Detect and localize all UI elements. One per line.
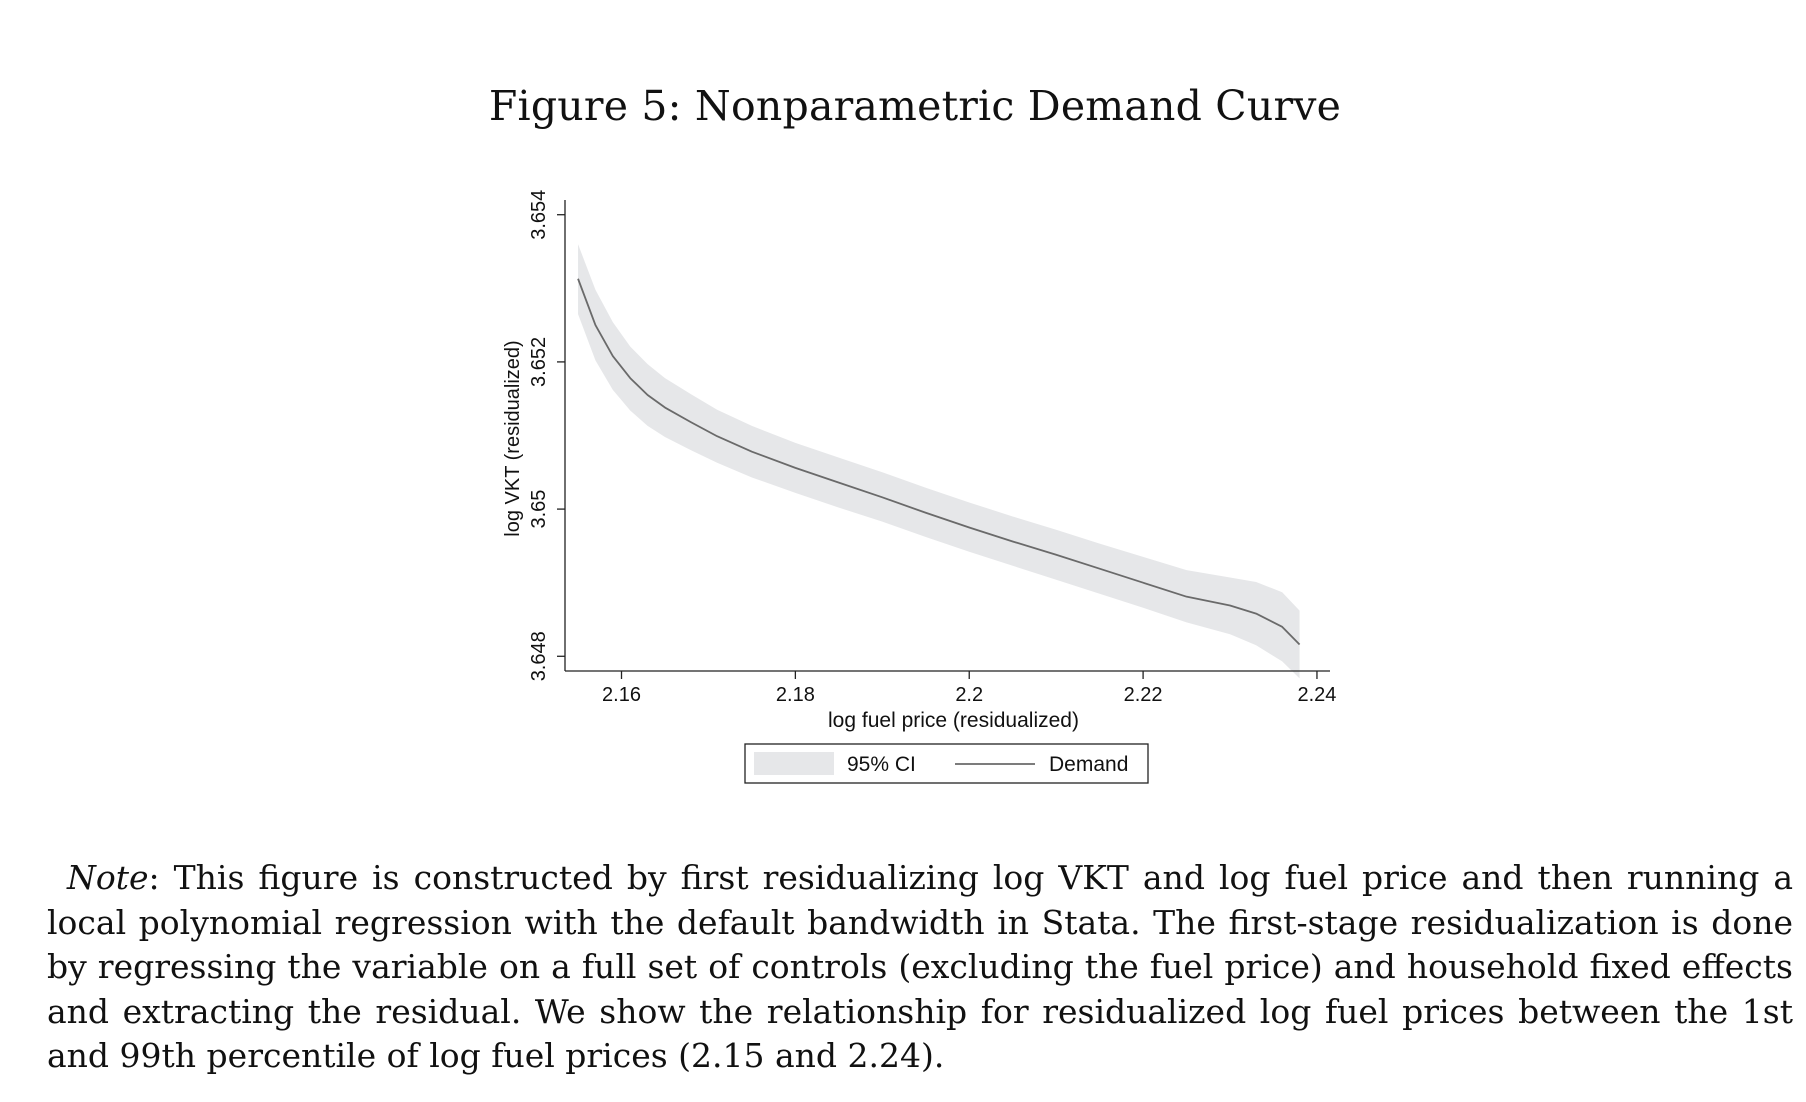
note-text: : This figure is constructed by first re… <box>47 858 1793 1075</box>
figure-note: Note: This figure is constructed by firs… <box>47 856 1793 1079</box>
x-tick-label: 2.2 <box>955 684 983 706</box>
x-tick-label: 2.24 <box>1297 684 1336 706</box>
legend-demand-label: Demand <box>1049 753 1128 776</box>
plot-area <box>577 244 1301 679</box>
x-axis-title: log fuel price (residualized) <box>828 709 1079 732</box>
x-tick-label: 2.16 <box>602 684 641 706</box>
axes: 2.16 2.18 2.2 2.22 2.24 3.648 3.65 3.652 3.654 lo… <box>502 190 1336 732</box>
legend: 95% CI Demand <box>744 743 1149 784</box>
y-tick-label: 3.65 <box>528 490 550 529</box>
x-tick-label: 2.18 <box>776 684 815 706</box>
y-tick-label: 3.648 <box>528 631 550 681</box>
y-tick-label: 3.652 <box>528 337 550 387</box>
y-tick-label: 3.654 <box>528 190 550 240</box>
demand-chart: 2.16 2.18 2.2 2.22 2.24 3.648 3.65 3.652 3.654 lo… <box>502 190 1336 784</box>
figure-title: Figure 5: Nonparametric Demand Curve <box>488 82 1342 130</box>
legend-ci-label: 95% CI <box>847 753 916 776</box>
x-tick-label: 2.22 <box>1124 684 1163 706</box>
demand-line <box>577 278 1301 646</box>
legend-ci-swatch <box>754 752 834 775</box>
note-label: Note <box>67 858 149 897</box>
y-axis-title: log VKT (residualized) <box>502 340 524 536</box>
confidence-band <box>578 244 1300 679</box>
